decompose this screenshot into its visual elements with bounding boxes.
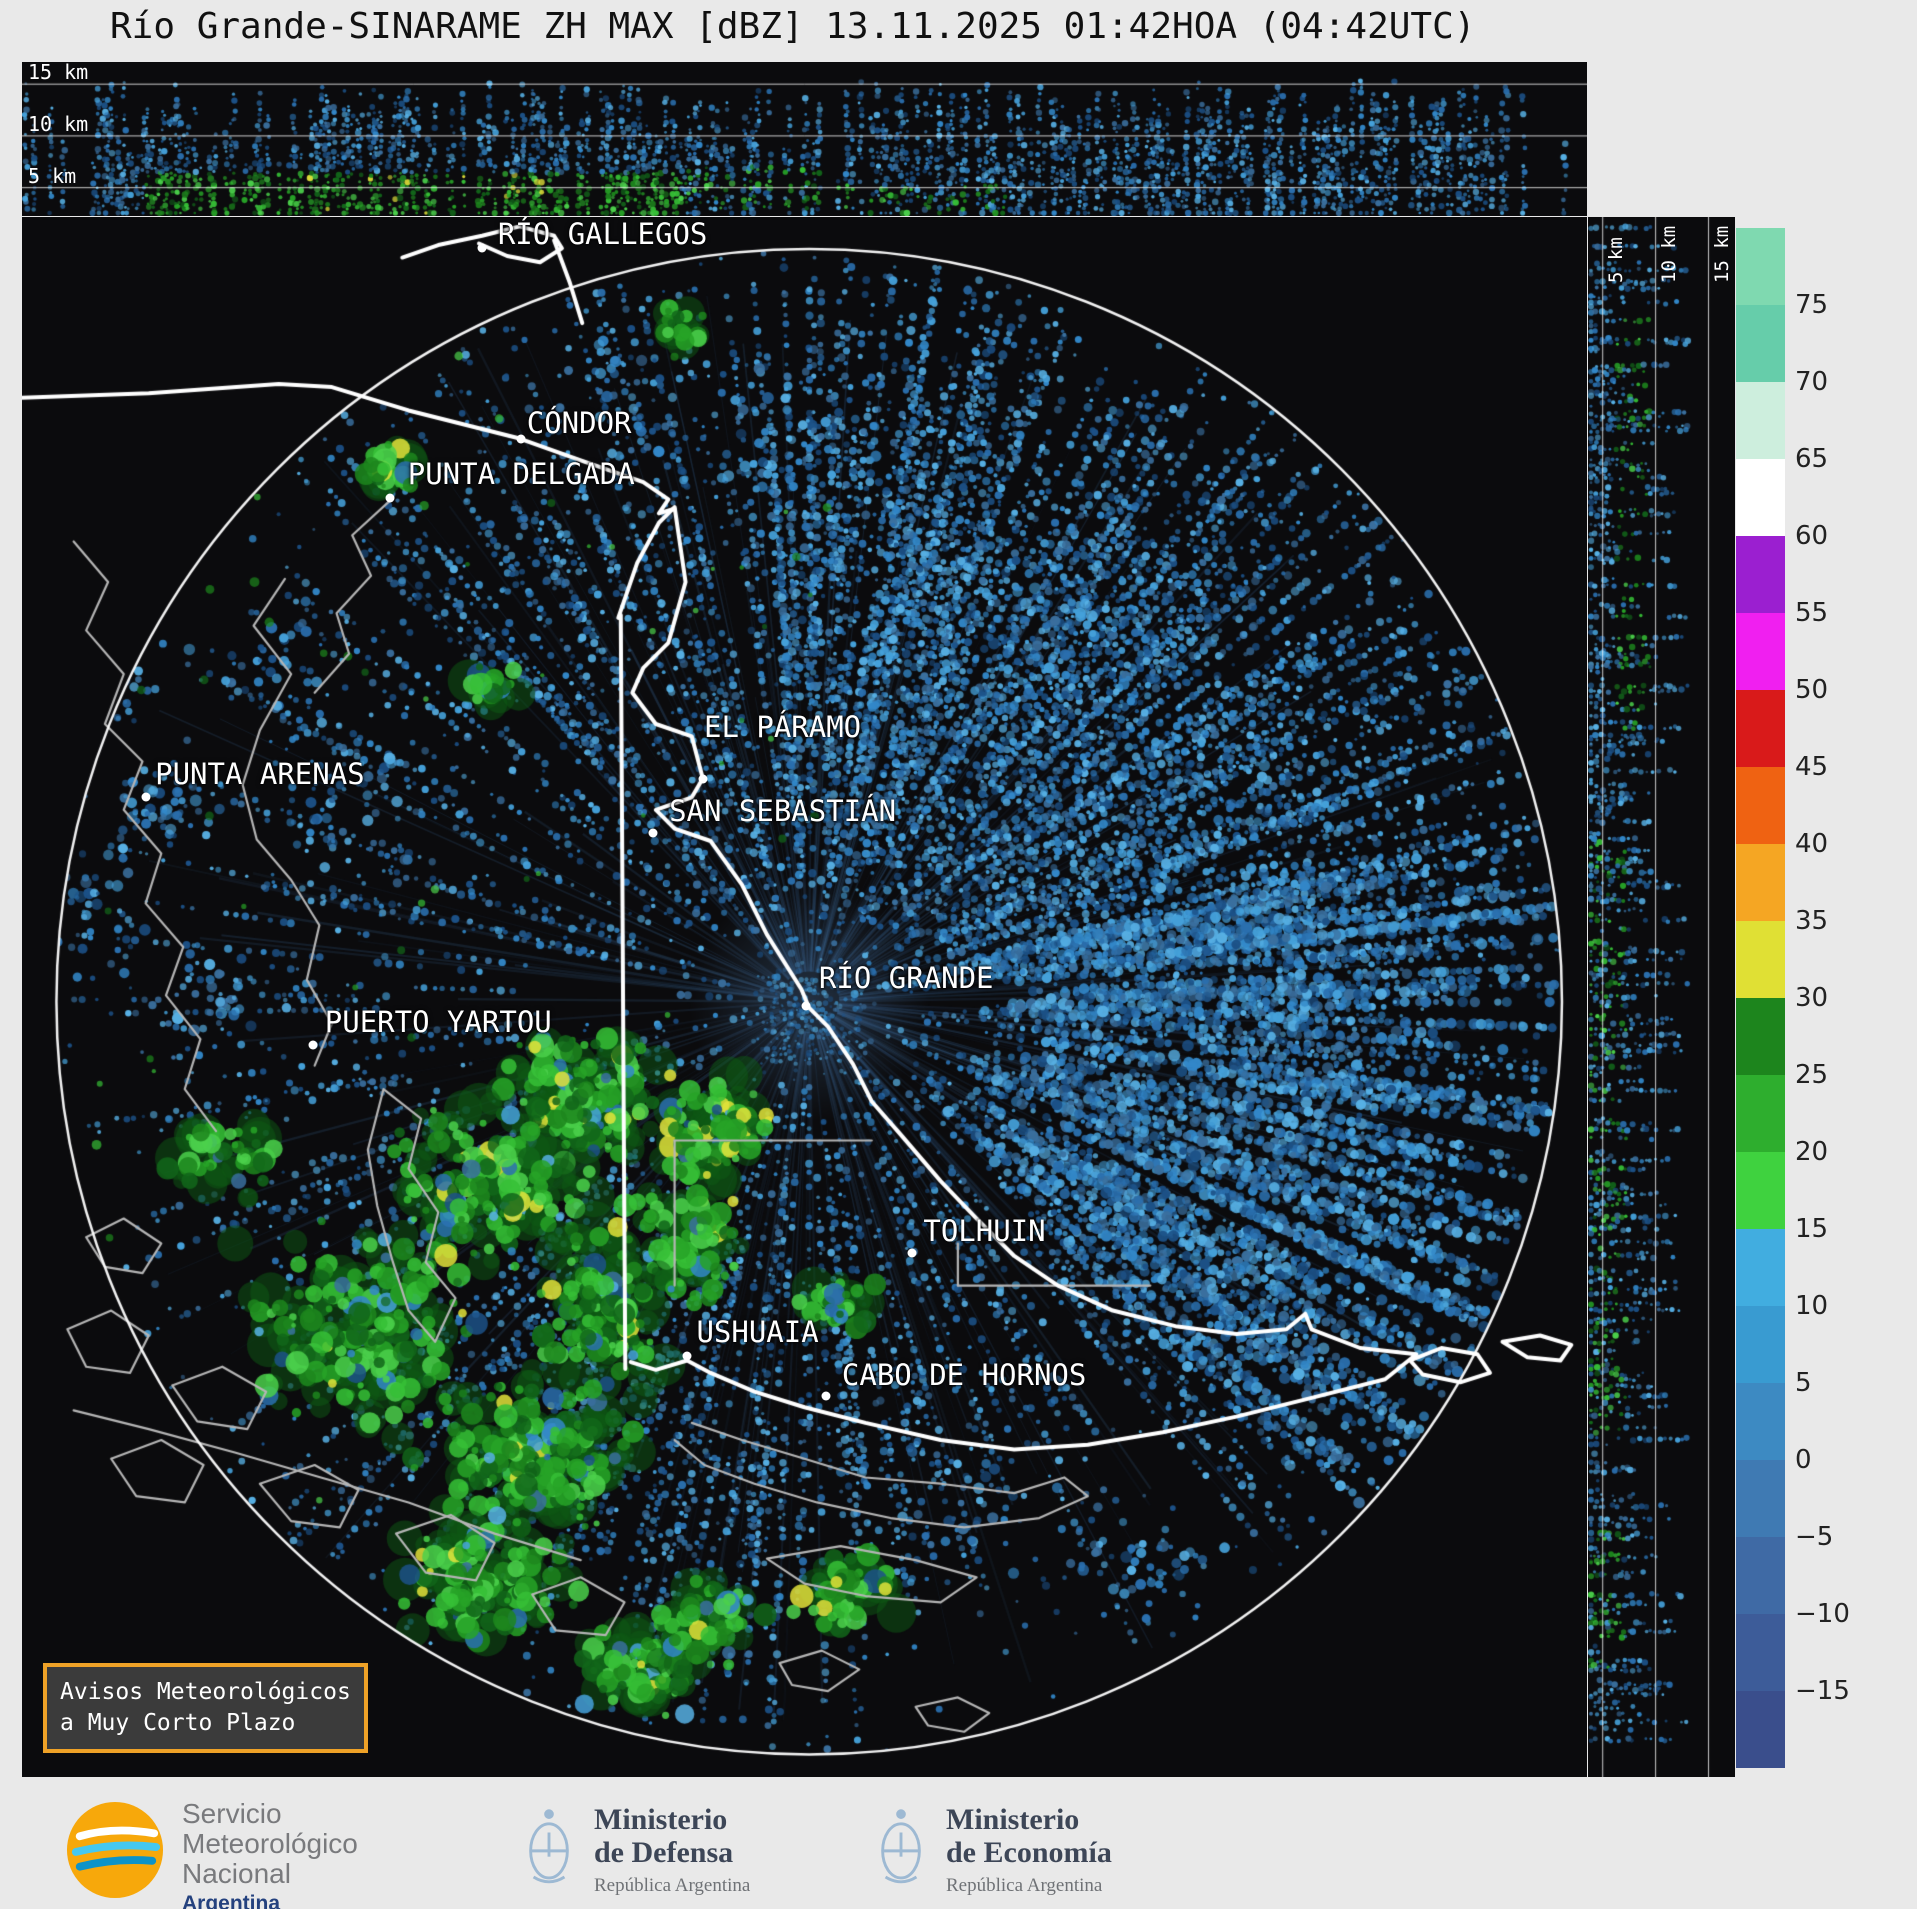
top-cross-section-canvas — [22, 62, 1587, 216]
right-cross-section-panel: 5 km 10 km 15 km — [1588, 217, 1735, 1777]
ministry-subtitle: República Argentina — [946, 1875, 1103, 1896]
colorbar-segment — [1736, 382, 1785, 459]
city-label-c-ndor: CÓNDOR — [526, 405, 632, 440]
colorbar-tick-label: −15 — [1795, 1676, 1850, 1706]
colorbar-tick-label: 20 — [1795, 1137, 1829, 1167]
smn-name-line: Nacional — [182, 1858, 291, 1890]
product-title: Río Grande-SINARAME ZH MAX [dBZ] 13.11.2… — [110, 6, 1476, 47]
ministry-name-line: de Economía — [946, 1836, 1112, 1869]
altitude-label: 10 km — [1657, 225, 1680, 283]
city-label-r-o-gallegos: RÍO GALLEGOS — [497, 217, 708, 252]
colorbar-segment — [1736, 305, 1785, 382]
city-label-el-p-ramo: EL PÁRAMO — [704, 710, 862, 745]
warning-line-1: Avisos Meteorológicos — [60, 1679, 351, 1705]
right-cross-section-canvas — [1588, 217, 1735, 1777]
colorbar-segment — [1736, 1383, 1785, 1460]
smn-name-line: Servicio — [182, 1798, 282, 1829]
city-marker-cabo-de-hornos — [821, 1391, 831, 1401]
city-marker-punta-delgada — [385, 493, 395, 503]
colorbar-segment — [1736, 1614, 1785, 1691]
ministry-subtitle: República Argentina — [594, 1875, 751, 1896]
city-marker-r-o-gallegos — [477, 243, 487, 253]
city-label-punta-arenas: PUNTA ARENAS — [155, 756, 365, 791]
colorbar-tick-label: 40 — [1795, 829, 1829, 859]
colorbar-segment — [1736, 459, 1785, 536]
city-marker-tolhuin — [907, 1248, 917, 1258]
colorbar-segment — [1736, 1229, 1785, 1306]
city-label-cabo-de-hornos: CABO DE HORNOS — [841, 1357, 1087, 1392]
city-marker-el-p-ramo — [698, 774, 708, 784]
ministry-defensa-logo: Ministerio de Defensa República Argentin… — [520, 1803, 750, 1897]
radar-map-panel: RÍO GALLEGOS CÓNDOR PUNTA DELGADA EL PÁRAMO… — [22, 217, 1587, 1777]
altitude-label: 15 km — [28, 62, 89, 85]
colorbar-tick-label: 35 — [1795, 906, 1829, 936]
ministry-name-line: Ministerio — [946, 1803, 1080, 1836]
colorbar-tick-label: 30 — [1795, 983, 1829, 1013]
colorbar-segment — [1736, 1152, 1785, 1229]
city-marker-puerto-yartou — [308, 1040, 318, 1050]
colorbar-segment — [1736, 690, 1785, 767]
smn-logo-icon — [66, 1801, 164, 1899]
ministry-economia-logo: Ministerio de Economía República Argenti… — [872, 1803, 1112, 1897]
colorbar-tick-label: 70 — [1795, 367, 1829, 397]
colorbar-segment — [1736, 1306, 1785, 1383]
colorbar-segment — [1736, 1460, 1785, 1537]
altitude-label: 15 km — [1710, 225, 1733, 283]
smn-country: Argentina — [182, 1891, 281, 1909]
colorbar-tick-label: −10 — [1795, 1599, 1850, 1629]
colorbar-segment — [1736, 1075, 1785, 1152]
colorbar-tick-label: 50 — [1795, 675, 1829, 705]
colorbar-segment — [1736, 998, 1785, 1075]
radar-ppi-canvas — [22, 217, 1587, 1777]
city-marker-r-o-grande — [801, 1001, 811, 1011]
colorbar-tick-label: 60 — [1795, 521, 1829, 551]
colorbar-segment — [1736, 1537, 1785, 1614]
city-marker-ushuaia — [682, 1351, 692, 1361]
colorbar-segment — [1736, 1691, 1785, 1768]
colorbar-scale — [1736, 228, 1785, 1768]
colorbar-tick-label: 65 — [1795, 444, 1829, 474]
altitude-label: 5 km — [28, 163, 77, 188]
colorbar-segment — [1736, 536, 1785, 613]
colorbar-segment — [1736, 613, 1785, 690]
ministry-defensa-wordmark: Ministerio de Defensa República Argentin… — [594, 1803, 750, 1897]
city-label-san-sebasti-n: SAN SEBASTIÁN — [669, 794, 897, 829]
colorbar-tick-label: 55 — [1795, 598, 1829, 628]
city-marker-c-ndor — [516, 434, 526, 444]
colorbar-segment — [1736, 844, 1785, 921]
altitude-label: 10 km — [28, 111, 89, 136]
colorbar-tick-label: 5 — [1795, 1368, 1812, 1398]
city-label-tolhuin: TOLHUIN — [923, 1214, 1046, 1248]
coat-of-arms-icon — [520, 1803, 578, 1891]
colorbar-tick-label: −5 — [1795, 1522, 1834, 1552]
city-label-ushuaia: USHUAIA — [696, 1315, 819, 1350]
footer-logos: Servicio Meteorológico Nacional Argentin… — [0, 1779, 1917, 1909]
colorbar-tick-label: 75 — [1795, 290, 1829, 320]
colorbar-tick-label: 45 — [1795, 752, 1829, 782]
city-label-puerto-yartou: PUERTO YARTOU — [324, 1004, 552, 1039]
colorbar-segment — [1736, 921, 1785, 998]
colorbar-segment — [1736, 767, 1785, 844]
warning-banner: Avisos Meteorológicos a Muy Corto Plazo — [43, 1663, 368, 1754]
ministry-name-line: Ministerio — [594, 1803, 728, 1836]
city-label-r-o-grande: RÍO GRANDE — [818, 961, 994, 996]
colorbar-segment — [1736, 228, 1785, 305]
top-cross-section-panel: 15 km 10 km 5 km — [22, 62, 1587, 216]
city-marker-punta-arenas — [141, 792, 151, 802]
ministry-economia-wordmark: Ministerio de Economía República Argenti… — [946, 1803, 1112, 1897]
coat-of-arms-icon — [872, 1803, 930, 1891]
colorbar-tick-label: 15 — [1795, 1214, 1829, 1244]
city-label-punta-delgada: PUNTA DELGADA — [407, 457, 635, 492]
colorbar-tick-label: 0 — [1795, 1445, 1812, 1475]
smn-name-line: Meteorológico — [182, 1828, 358, 1860]
smn-wordmark: Servicio Meteorológico Nacional Argentin… — [182, 1798, 358, 1909]
ministry-name-line: de Defensa — [594, 1836, 734, 1869]
colorbar-tick-label: 25 — [1795, 1060, 1829, 1090]
city-marker-san-sebasti-n — [648, 828, 658, 838]
colorbar-tick-label: 10 — [1795, 1291, 1829, 1321]
warning-line-2: a Muy Corto Plazo — [60, 1710, 296, 1737]
altitude-label: 5 km — [1604, 237, 1627, 283]
